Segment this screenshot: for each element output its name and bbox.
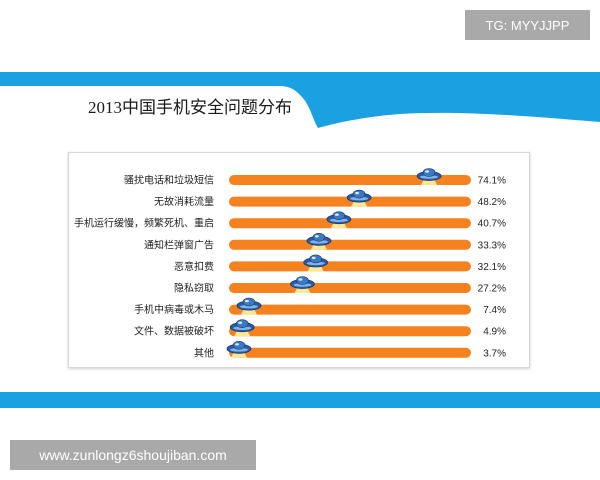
category-label: 手机运行缓慢，频繁死机、重启 bbox=[74, 217, 214, 230]
chart-row: 恶意扣费 32.1% bbox=[174, 254, 506, 273]
bar-track bbox=[229, 304, 471, 315]
value-label: 48.2% bbox=[478, 197, 506, 208]
bar-track bbox=[229, 218, 471, 229]
value-label: 27.2% bbox=[478, 284, 506, 295]
chart-row: 骚扰电话和垃圾短信 74.1% bbox=[124, 168, 506, 187]
bar-track bbox=[229, 239, 471, 250]
bar-track bbox=[229, 283, 471, 293]
ufo-marker-icon bbox=[229, 319, 255, 337]
header-band bbox=[0, 72, 600, 128]
bar-track bbox=[229, 347, 471, 358]
ufo-marker-icon bbox=[346, 189, 372, 207]
chart-row: 隐私窃取 27.2% bbox=[174, 276, 506, 295]
value-label: 32.1% bbox=[478, 262, 506, 273]
bar-track bbox=[229, 261, 471, 272]
chart-svg: 骚扰电话和垃圾短信 74.1% 无故消耗流量 48.2% 手机运行缓慢，频繁死机、重启 4… bbox=[74, 168, 506, 359]
chart-row: 手机运行缓慢，频繁死机、重启 40.7% bbox=[74, 211, 506, 230]
ufo-marker-icon bbox=[290, 276, 315, 293]
value-label: 74.1% bbox=[478, 176, 506, 187]
ufo-marker-icon bbox=[416, 168, 442, 185]
page-title: 2013中国手机安全问题分布 bbox=[88, 98, 292, 117]
category-label: 通知栏弹窗广告 bbox=[144, 238, 214, 251]
value-label: 4.9% bbox=[483, 327, 506, 338]
category-label: 骚扰电话和垃圾短信 bbox=[124, 174, 214, 187]
chart-row: 通知栏弹窗广告 33.3% bbox=[144, 233, 506, 251]
ufo-marker-icon bbox=[303, 254, 329, 272]
ufo-marker-icon bbox=[236, 297, 262, 315]
value-label: 33.3% bbox=[478, 240, 506, 251]
category-label: 无故消耗流量 bbox=[154, 195, 214, 208]
header-band-shape bbox=[0, 72, 600, 128]
ufo-marker-icon bbox=[226, 341, 252, 358]
category-label: 其他 bbox=[194, 346, 214, 359]
chart-panel: 骚扰电话和垃圾短信 74.1% 无故消耗流量 48.2% 手机运行缓慢，频繁死机、重启 4… bbox=[68, 152, 530, 368]
value-label: 40.7% bbox=[478, 219, 506, 230]
watermark-bottom-left: www.zunlongz6shoujiban.com bbox=[10, 440, 256, 470]
chart-row: 手机中病毒或木马 7.4% bbox=[134, 297, 506, 316]
ufo-marker-icon bbox=[306, 233, 332, 250]
category-label: 手机中病毒或木马 bbox=[134, 303, 214, 316]
value-label: 7.4% bbox=[483, 305, 506, 316]
category-label: 恶意扣费 bbox=[174, 260, 214, 273]
bar-track bbox=[229, 326, 471, 337]
chart-row: 文件、数据被破坏 4.9% bbox=[134, 319, 506, 338]
ufo-marker-icon bbox=[326, 211, 352, 229]
bar-track bbox=[229, 175, 471, 185]
footer-band bbox=[0, 392, 600, 408]
watermark-top-right: TG: MYYJJPP bbox=[465, 10, 590, 40]
value-label: 3.7% bbox=[483, 348, 506, 359]
bar-track bbox=[229, 196, 471, 207]
chart-row: 其他 3.7% bbox=[194, 341, 506, 359]
category-label: 隐私窃取 bbox=[174, 282, 214, 295]
category-label: 文件、数据被破坏 bbox=[134, 325, 214, 338]
chart-row: 无故消耗流量 48.2% bbox=[154, 189, 506, 208]
